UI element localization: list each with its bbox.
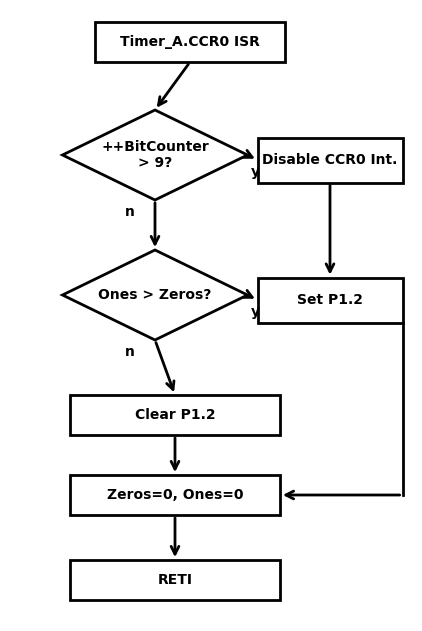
Text: y: y — [251, 305, 260, 319]
Text: ++BitCounter
> 9?: ++BitCounter > 9? — [101, 140, 209, 170]
Text: Zeros=0, Ones=0: Zeros=0, Ones=0 — [107, 488, 243, 502]
Text: RETI: RETI — [157, 573, 192, 587]
Text: y: y — [251, 165, 260, 179]
Text: n: n — [125, 345, 135, 359]
Bar — [95, 22, 285, 62]
Polygon shape — [62, 110, 247, 200]
Polygon shape — [62, 250, 247, 340]
Bar — [70, 475, 280, 515]
Text: Disable CCR0 Int.: Disable CCR0 Int. — [262, 153, 398, 167]
Text: Ones > Zeros?: Ones > Zeros? — [98, 288, 212, 302]
Bar — [257, 278, 403, 322]
Text: Timer_A.CCR0 ISR: Timer_A.CCR0 ISR — [120, 35, 260, 49]
Text: n: n — [125, 205, 135, 219]
Text: Set P1.2: Set P1.2 — [297, 293, 363, 307]
Text: Clear P1.2: Clear P1.2 — [135, 408, 215, 422]
Bar — [70, 560, 280, 600]
Bar — [70, 395, 280, 435]
Bar — [257, 138, 403, 182]
